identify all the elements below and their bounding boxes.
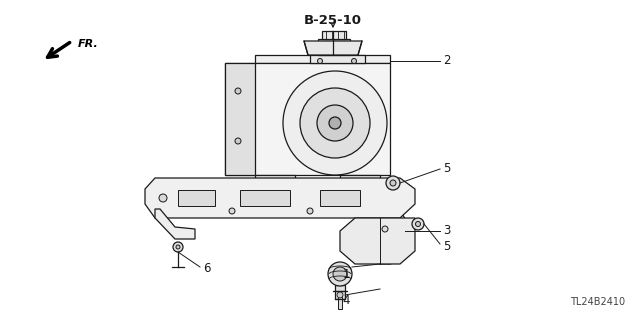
Text: 6: 6 <box>203 263 211 276</box>
Circle shape <box>386 176 400 190</box>
Circle shape <box>390 180 396 186</box>
Circle shape <box>229 208 235 214</box>
Circle shape <box>173 242 183 252</box>
Polygon shape <box>368 183 405 264</box>
Text: 5: 5 <box>443 162 451 175</box>
Circle shape <box>351 58 356 63</box>
Circle shape <box>333 267 347 281</box>
Circle shape <box>317 105 353 141</box>
Circle shape <box>307 208 313 214</box>
Circle shape <box>329 117 341 129</box>
Polygon shape <box>310 55 365 63</box>
Circle shape <box>300 88 370 158</box>
Bar <box>338 297 342 309</box>
Circle shape <box>382 226 388 232</box>
Text: FR.: FR. <box>78 39 99 49</box>
Circle shape <box>235 88 241 94</box>
Circle shape <box>415 221 420 226</box>
Text: 4: 4 <box>342 294 350 308</box>
Polygon shape <box>340 175 380 183</box>
Polygon shape <box>318 39 350 55</box>
Polygon shape <box>225 63 390 175</box>
Circle shape <box>283 71 387 175</box>
Text: 5: 5 <box>443 240 451 253</box>
Circle shape <box>412 218 424 230</box>
Polygon shape <box>155 209 195 239</box>
Circle shape <box>337 292 343 298</box>
Circle shape <box>317 58 323 63</box>
Text: TL24B2410: TL24B2410 <box>570 297 625 307</box>
Polygon shape <box>145 178 415 218</box>
Polygon shape <box>240 190 290 206</box>
Bar <box>335 285 345 299</box>
Polygon shape <box>255 55 390 63</box>
Text: 2: 2 <box>443 55 451 68</box>
Polygon shape <box>304 41 362 55</box>
Polygon shape <box>178 190 215 206</box>
Polygon shape <box>322 31 346 39</box>
Text: 3: 3 <box>443 225 451 238</box>
Polygon shape <box>340 218 415 264</box>
Circle shape <box>235 138 241 144</box>
Polygon shape <box>225 63 255 175</box>
Polygon shape <box>255 175 295 183</box>
Text: B-25-10: B-25-10 <box>304 14 362 27</box>
Circle shape <box>159 194 167 202</box>
Circle shape <box>176 245 180 249</box>
Text: 1: 1 <box>342 268 350 280</box>
Circle shape <box>328 262 352 286</box>
Polygon shape <box>320 190 360 206</box>
